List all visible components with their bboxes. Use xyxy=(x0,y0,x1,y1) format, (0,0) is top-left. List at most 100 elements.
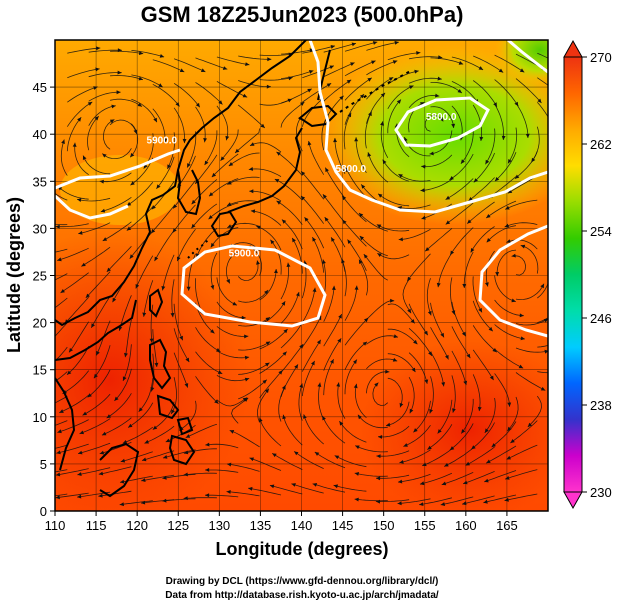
streamline xyxy=(358,259,369,296)
y-tick-label: 40 xyxy=(33,127,47,142)
colorbar-tick-label: 254 xyxy=(590,224,612,239)
streamline xyxy=(375,499,410,502)
streamline-arrowhead xyxy=(462,284,467,288)
streamline-arrowhead xyxy=(342,219,347,225)
streamline-arrowhead xyxy=(407,276,412,282)
streamline-arrowhead xyxy=(367,152,372,157)
streamline-arrowhead xyxy=(488,326,493,332)
streamline-arrowhead xyxy=(553,129,557,134)
streamline-arrowhead xyxy=(183,472,188,477)
streamline xyxy=(302,82,332,103)
streamline xyxy=(195,106,206,143)
streamline xyxy=(211,153,239,178)
streamline xyxy=(126,206,154,231)
streamline xyxy=(449,423,474,451)
streamline xyxy=(408,101,425,133)
streamline xyxy=(183,472,217,476)
streamline xyxy=(372,382,389,406)
streamline-arrowhead xyxy=(300,102,305,106)
contour-label: 5800.0 xyxy=(336,164,367,175)
streamline xyxy=(363,253,388,281)
streamline xyxy=(504,493,538,501)
streamline xyxy=(77,197,111,202)
streamline xyxy=(106,246,132,273)
streamline-arrowhead xyxy=(276,151,281,156)
streamline-arrowhead xyxy=(511,253,516,258)
streamline-arrowhead xyxy=(486,459,491,464)
x-tick-label: 135 xyxy=(250,518,272,533)
streamline-arrowhead xyxy=(519,313,524,318)
streamline xyxy=(403,425,431,447)
streamline xyxy=(419,497,452,506)
streamline-arrowhead xyxy=(286,262,291,267)
streamline-arrowhead xyxy=(411,367,416,373)
streamline xyxy=(409,56,443,60)
coastline-china-south xyxy=(55,299,137,361)
streamline xyxy=(138,378,154,412)
streamline-arrowhead xyxy=(424,379,429,384)
streamline xyxy=(62,370,90,395)
streamline-arrowhead xyxy=(486,238,491,243)
streamline-arrowhead xyxy=(357,414,362,420)
streamline xyxy=(55,371,68,382)
streamline xyxy=(483,494,517,504)
streamline xyxy=(298,383,303,421)
streamline xyxy=(88,72,122,78)
y-tick-label: 20 xyxy=(33,316,47,331)
streamline xyxy=(376,224,410,232)
streamline xyxy=(226,463,260,472)
streamline-arrowhead xyxy=(540,283,544,289)
x-axis-ticks: 110 115 120 125 130 135 140 145 150 155 160 165 xyxy=(45,511,518,533)
streamline xyxy=(304,216,325,249)
colorbar-tick-label: 246 xyxy=(590,311,612,326)
streamline-arrowhead xyxy=(361,184,366,189)
streamline xyxy=(408,303,429,336)
streamline xyxy=(515,78,542,104)
streamline-arrowhead xyxy=(403,443,408,447)
streamline-arrowhead xyxy=(177,256,181,262)
streamline-arrowhead xyxy=(331,285,336,290)
streamline-arrowhead xyxy=(39,387,44,391)
streamline-arrowhead xyxy=(435,93,440,98)
streamline-arrowhead xyxy=(100,208,106,213)
streamline-arrowhead xyxy=(256,260,260,265)
streamline xyxy=(312,483,346,493)
streamline xyxy=(406,253,431,282)
streamline xyxy=(293,451,324,469)
streamline xyxy=(334,137,346,174)
streamline-arrowhead xyxy=(414,69,419,74)
streamline-arrowhead xyxy=(142,457,147,462)
streamline xyxy=(337,382,346,419)
streamline xyxy=(451,56,484,71)
streamline-arrowhead xyxy=(461,429,466,434)
streamline-arrowhead xyxy=(256,225,261,230)
streamline-arrowhead xyxy=(537,98,542,103)
streamline-arrowhead xyxy=(175,102,180,107)
streamline-arrowhead xyxy=(269,484,275,489)
streamline-arrowhead xyxy=(282,414,287,420)
streamline xyxy=(131,74,163,88)
streamline xyxy=(280,262,290,300)
streamline-arrowhead xyxy=(128,423,133,428)
streamline xyxy=(259,328,288,350)
streamline xyxy=(355,137,367,174)
streamline xyxy=(90,295,111,328)
streamline xyxy=(472,276,483,313)
streamline xyxy=(408,377,415,414)
y-tick-label: 15 xyxy=(33,363,47,378)
contour-5800-ridge xyxy=(308,40,548,214)
streamline xyxy=(216,397,248,407)
streamline xyxy=(152,83,180,107)
streamline xyxy=(387,353,416,373)
x-tick-label: 140 xyxy=(291,518,313,533)
streamline-arrowhead xyxy=(227,180,232,185)
streamline xyxy=(210,252,218,290)
streamline xyxy=(88,49,122,53)
streamline-arrowhead xyxy=(120,479,125,484)
streamline xyxy=(344,93,365,125)
streamline-arrowhead xyxy=(116,90,121,95)
streamline-arrowhead xyxy=(460,159,465,164)
streamline-arrowhead xyxy=(162,498,167,503)
colorbar-top-arrow xyxy=(563,39,583,58)
streamline xyxy=(397,473,431,483)
